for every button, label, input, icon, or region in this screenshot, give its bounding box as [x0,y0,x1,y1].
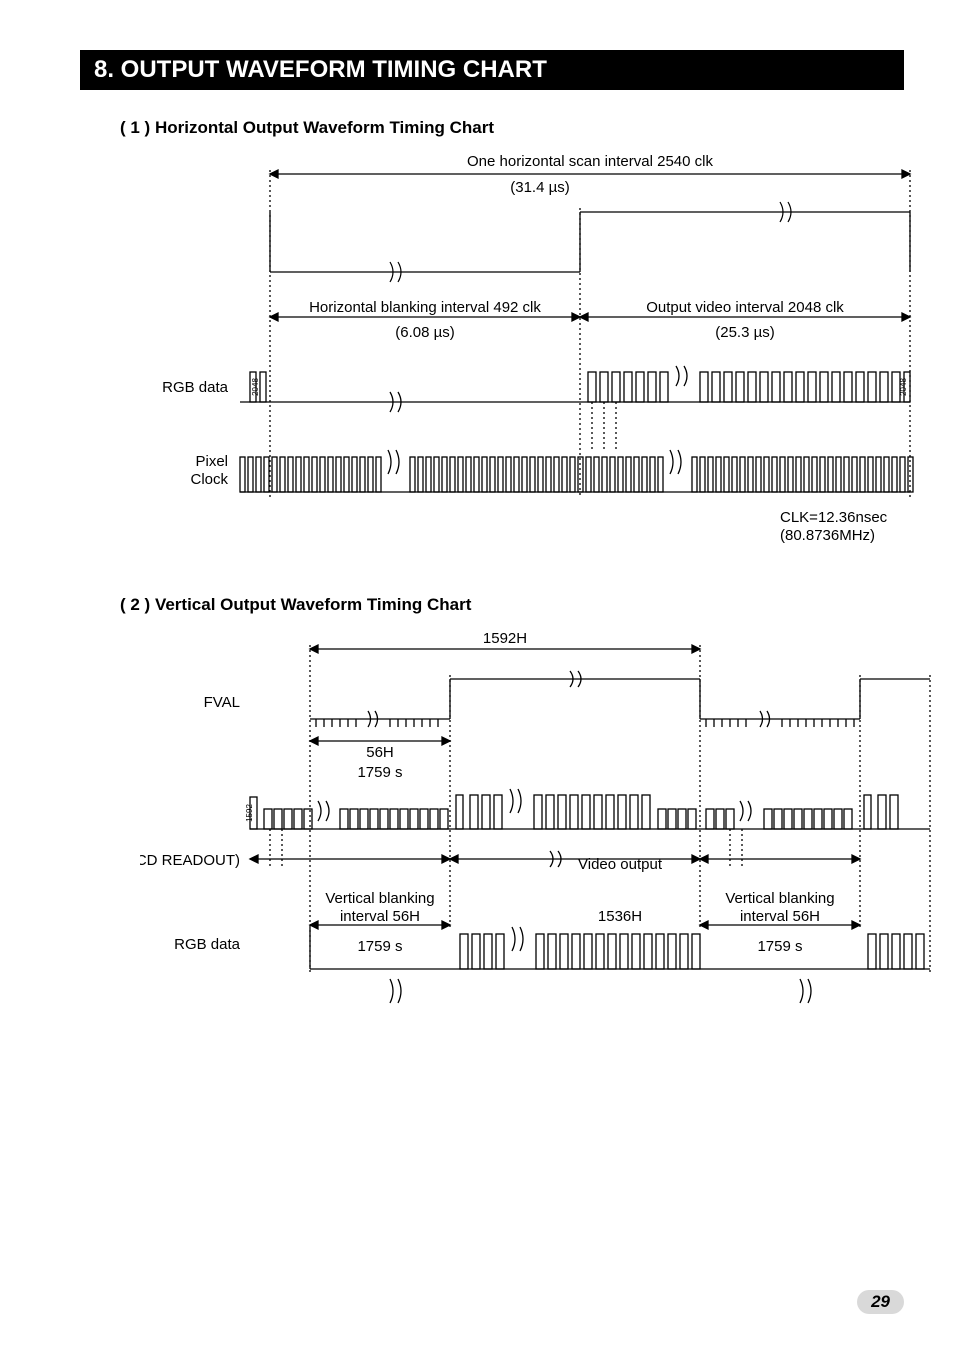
s2-center-1536h: 1536H [598,908,642,925]
section1-diagram: One horizontal scan interval 2540 clk (3… [140,152,894,567]
s2-vblank-time-left: 1759 s [357,938,402,955]
s2-ccd-label: (CCD READOUT) [140,852,240,869]
s1-video-time: (25.3 µs) [715,324,775,341]
s2-vblank-label2-right: interval 56H [740,908,820,925]
s1-top-span-time: (31.4 µs) [510,179,570,196]
s2-vblank-label2-left: interval 56H [340,908,420,925]
section2-title: ( 2 ) Vertical Output Waveform Timing Ch… [120,595,894,615]
s2-fval-time: 1759 s [357,764,402,781]
s1-rgb-mark-left: 2048 [251,378,260,396]
page: 8. OUTPUT WAVEFORM TIMING CHART ( 1 ) Ho… [0,0,954,1352]
s2-top-span-label: 1592H [483,630,527,647]
s1-video-label: Output video interval 2048 clk [646,299,844,316]
s1-clk-note2: (80.8736MHz) [780,527,875,544]
s2-fval-label: FVAL [204,694,240,711]
s1-blanking-time: (6.08 µs) [395,324,455,341]
s2-fval-56h: 56H [366,744,394,761]
section2-diagram: 1592H FVAL 56H 1759 s (CCD READOUT) Vide… [140,629,894,1064]
s2-video-output-label: Video output [578,856,663,873]
s1-pixelclock-label1: Pixel [195,453,228,470]
s2-ccd-mark: 1592 [245,804,254,822]
s1-rgb-label: RGB data [162,379,229,396]
s1-blanking-label: Horizontal blanking interval 492 clk [309,299,541,316]
s2-vblank-time-right: 1759 s [757,938,802,955]
s1-rgb-mark-right: 2048 [899,378,908,396]
s2-rgb-label: RGB data [174,936,241,953]
s1-clk-note1: CLK=12.36nsec [780,509,888,526]
s2-vblank-label1-left: Vertical blanking [325,890,434,907]
section-heading-bar: 8. OUTPUT WAVEFORM TIMING CHART [80,50,904,90]
s2-vblank-label1-right: Vertical blanking [725,890,834,907]
s1-pixelclock-label2: Clock [190,471,228,488]
s1-top-span-label: One horizontal scan interval 2540 clk [467,153,713,170]
section1-title: ( 1 ) Horizontal Output Waveform Timing … [120,118,894,138]
page-number: 29 [857,1290,904,1314]
